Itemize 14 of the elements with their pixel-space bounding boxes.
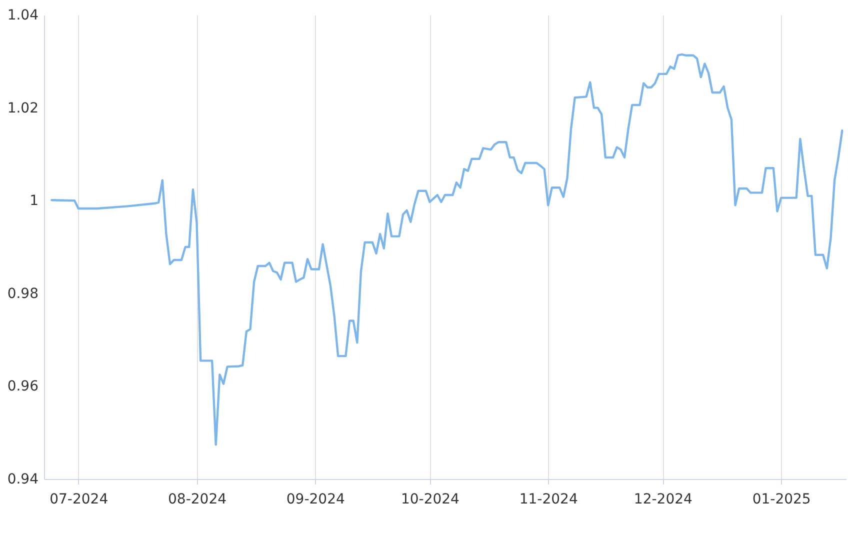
x-tick-label: 09-2024: [286, 492, 345, 508]
y-tick-label: 1.04: [7, 8, 39, 24]
x-tick-label: 12-2024: [634, 492, 693, 508]
x-tick-label: 01-2025: [752, 492, 811, 508]
x-tick-label: 11-2024: [519, 492, 578, 508]
y-tick-label: 0.94: [7, 472, 39, 488]
y-tick-label: 0.96: [7, 378, 39, 395]
line-series: [50, 53, 844, 446]
x-tick-label: 10-2024: [400, 492, 460, 508]
y-tick-label: 1: [30, 193, 38, 210]
y-tick-label: 1.02: [7, 100, 38, 116]
y-tick-label: 0.98: [7, 286, 38, 302]
x-tick-label: 08-2024: [168, 492, 227, 508]
x-tick-label: 07-2024: [50, 492, 108, 508]
